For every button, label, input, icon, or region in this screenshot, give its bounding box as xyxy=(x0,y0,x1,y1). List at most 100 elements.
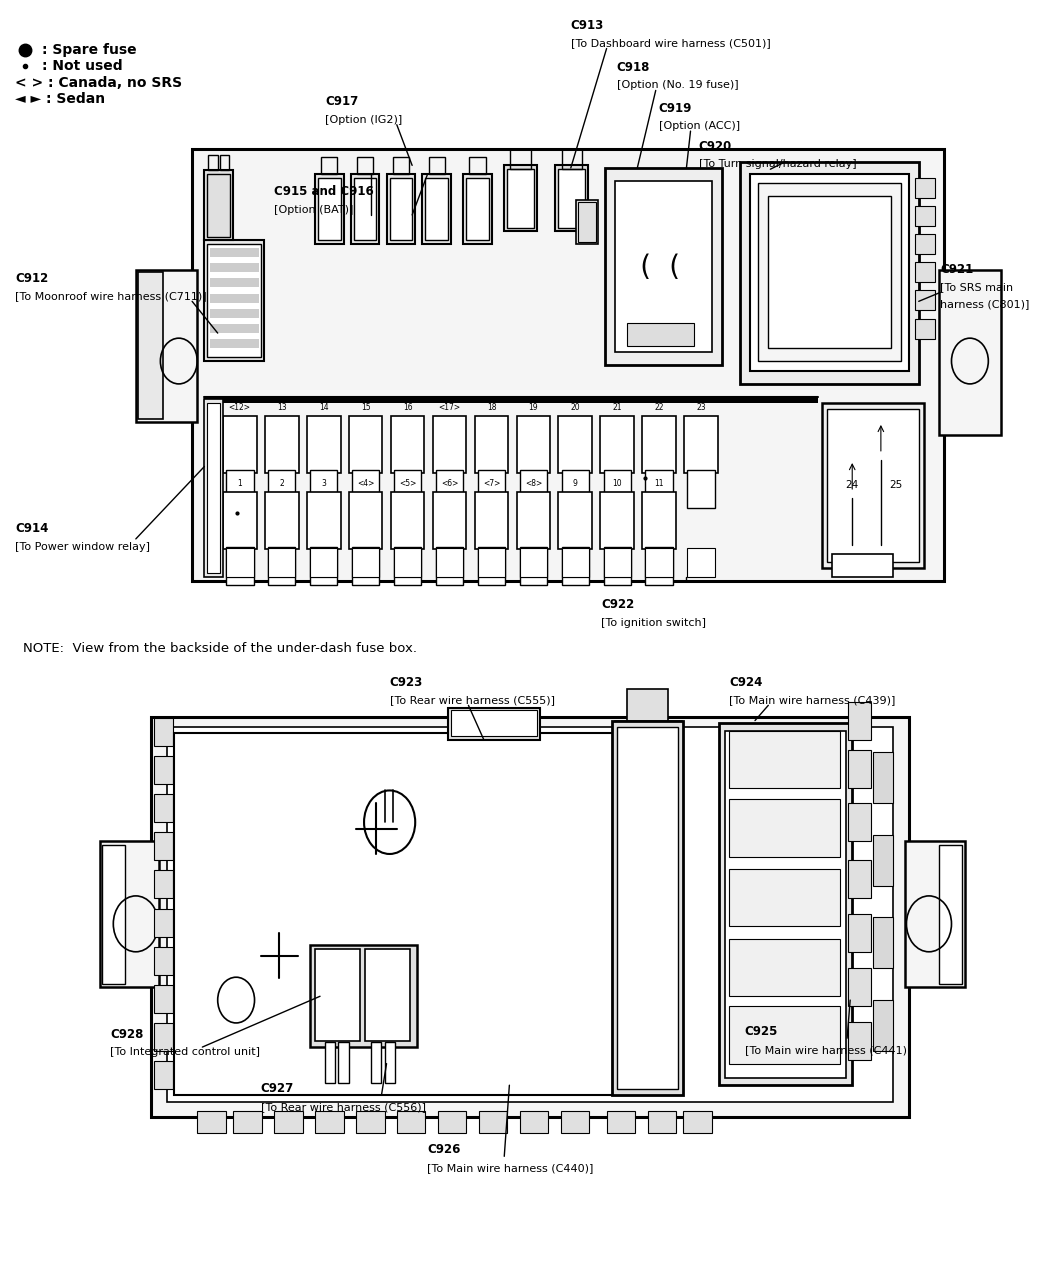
Text: C917: C917 xyxy=(326,96,358,108)
Bar xyxy=(372,1042,381,1082)
Bar xyxy=(448,708,540,740)
Bar xyxy=(848,1022,870,1060)
Bar xyxy=(138,272,164,420)
Bar xyxy=(226,471,253,508)
Bar xyxy=(730,731,840,787)
Bar xyxy=(726,731,846,1077)
Bar xyxy=(848,750,870,787)
Bar xyxy=(646,546,673,584)
Text: 19: 19 xyxy=(528,403,539,412)
Bar xyxy=(469,157,486,175)
Bar xyxy=(352,471,379,508)
Bar xyxy=(507,170,534,227)
Bar xyxy=(517,416,550,473)
Bar xyxy=(612,721,684,1095)
Text: 10: 10 xyxy=(612,478,623,489)
Bar xyxy=(315,1110,343,1133)
Text: 2: 2 xyxy=(279,478,285,489)
Text: C912: C912 xyxy=(15,272,48,285)
Text: 21: 21 xyxy=(612,403,622,412)
Bar xyxy=(173,734,614,1095)
Bar xyxy=(154,909,172,937)
Bar xyxy=(219,156,229,171)
Bar xyxy=(643,493,676,549)
Bar xyxy=(390,179,413,240)
Bar xyxy=(425,179,448,240)
Bar xyxy=(135,269,197,422)
Bar xyxy=(394,471,421,508)
Text: [Option (BAT)]: [Option (BAT)] xyxy=(274,205,354,214)
Text: [To SRS main: [To SRS main xyxy=(940,282,1013,292)
Bar xyxy=(463,175,492,244)
Bar xyxy=(520,1110,548,1133)
Text: [To Rear wire harness (C556)]: [To Rear wire harness (C556)] xyxy=(260,1102,425,1111)
Bar xyxy=(848,702,870,740)
Bar xyxy=(730,1007,840,1064)
Bar xyxy=(349,493,382,549)
Bar xyxy=(307,493,340,549)
Bar xyxy=(315,175,343,244)
Bar xyxy=(915,319,936,339)
Bar xyxy=(205,171,233,240)
Bar xyxy=(354,179,376,240)
Bar xyxy=(688,547,715,577)
Bar xyxy=(915,290,936,310)
Bar xyxy=(233,1110,261,1133)
Bar xyxy=(517,493,550,549)
Bar xyxy=(848,860,870,898)
Bar xyxy=(750,175,908,371)
Text: C924: C924 xyxy=(730,676,762,689)
Bar xyxy=(555,166,588,231)
Bar xyxy=(210,248,258,256)
Text: [Option (IG2)]: [Option (IG2)] xyxy=(326,115,402,125)
Bar xyxy=(154,1023,172,1051)
Text: C928: C928 xyxy=(110,1027,144,1041)
Bar xyxy=(154,832,172,860)
Text: ◄ ► : Sedan: ◄ ► : Sedan xyxy=(15,92,105,106)
Bar xyxy=(685,416,718,473)
Bar xyxy=(688,471,715,508)
Bar xyxy=(205,240,264,361)
Bar xyxy=(915,179,936,199)
Bar xyxy=(210,293,258,302)
Bar xyxy=(268,547,295,577)
Bar xyxy=(394,547,421,577)
Bar xyxy=(436,547,463,577)
Bar xyxy=(616,727,678,1088)
Bar xyxy=(873,1000,894,1051)
Bar xyxy=(310,946,417,1048)
Bar xyxy=(210,309,258,318)
Text: C914: C914 xyxy=(15,522,48,535)
Bar xyxy=(154,985,172,1013)
Bar xyxy=(758,184,901,361)
Text: C922: C922 xyxy=(602,598,635,611)
Bar xyxy=(848,968,870,1007)
Text: [To Integrated control unit]: [To Integrated control unit] xyxy=(110,1048,260,1058)
Bar xyxy=(627,689,668,721)
Bar xyxy=(625,732,668,758)
Text: 1: 1 xyxy=(237,478,243,489)
Text: C920: C920 xyxy=(698,139,732,153)
Bar xyxy=(575,200,598,244)
Text: [To Moonroof wire harness (C711)]: [To Moonroof wire harness (C711)] xyxy=(15,291,207,301)
Bar xyxy=(832,554,894,577)
Bar xyxy=(520,547,547,577)
Bar xyxy=(223,493,256,549)
Bar xyxy=(154,718,172,746)
Bar xyxy=(100,841,160,988)
Text: [To Turn signal/hazard relay]: [To Turn signal/hazard relay] xyxy=(698,160,857,170)
Bar xyxy=(646,547,673,577)
Text: 16: 16 xyxy=(403,403,413,412)
Bar xyxy=(268,546,295,584)
Bar xyxy=(643,416,676,473)
Bar xyxy=(520,547,547,577)
Bar xyxy=(436,546,463,584)
Bar xyxy=(436,547,463,577)
Bar xyxy=(310,471,337,508)
Bar xyxy=(620,727,676,809)
Bar xyxy=(719,723,853,1085)
Bar xyxy=(648,1110,676,1133)
Text: <5>: <5> xyxy=(399,478,416,489)
Bar xyxy=(208,403,219,573)
Bar xyxy=(627,323,694,346)
